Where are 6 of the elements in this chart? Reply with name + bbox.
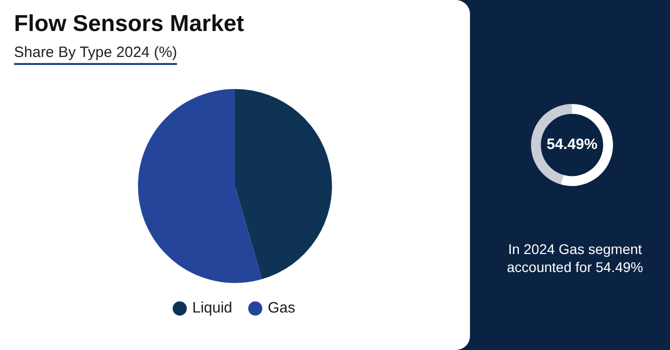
chart-subtitle: Share By Type 2024 (%) (14, 44, 178, 65)
text: 54.49% (546, 136, 598, 154)
chart-title: Flow Sensors Market (14, 10, 244, 37)
text: In 2024 Gas segment accounted for 54.49% (506, 240, 644, 276)
legend-label: Gas (268, 300, 296, 317)
legend-label: Liquid (192, 300, 232, 317)
